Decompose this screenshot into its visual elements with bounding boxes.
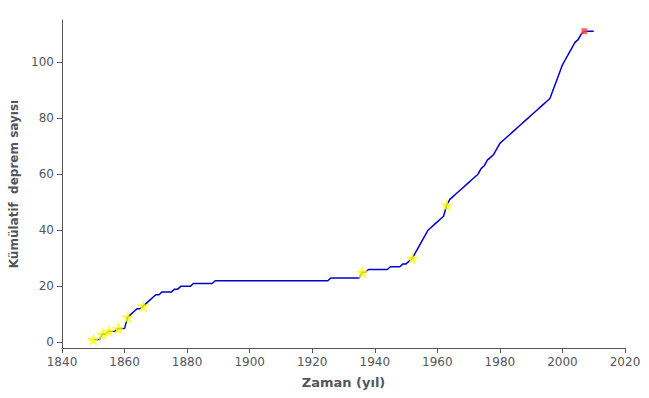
svg-text:1940: 1940	[360, 355, 391, 369]
svg-text:60: 60	[39, 167, 54, 181]
svg-text:2020: 2020	[610, 355, 641, 369]
svg-text:1960: 1960	[422, 355, 453, 369]
svg-text:100: 100	[31, 55, 54, 69]
svg-text:2000: 2000	[547, 355, 578, 369]
svg-text:1880: 1880	[172, 355, 203, 369]
svg-text:0: 0	[46, 335, 54, 349]
svg-text:1920: 1920	[297, 355, 328, 369]
svg-text:1980: 1980	[485, 355, 516, 369]
svg-text:80: 80	[39, 111, 54, 125]
svg-text:1860: 1860	[109, 355, 140, 369]
svg-text:40: 40	[39, 223, 54, 237]
svg-text:1840: 1840	[47, 355, 78, 369]
svg-text:20: 20	[39, 279, 54, 293]
svg-text:Kümülatif deprem sayısı: Kümülatif deprem sayısı	[7, 100, 21, 268]
svg-text:1900: 1900	[234, 355, 265, 369]
svg-text:Zaman (yıl): Zaman (yıl)	[302, 375, 386, 390]
